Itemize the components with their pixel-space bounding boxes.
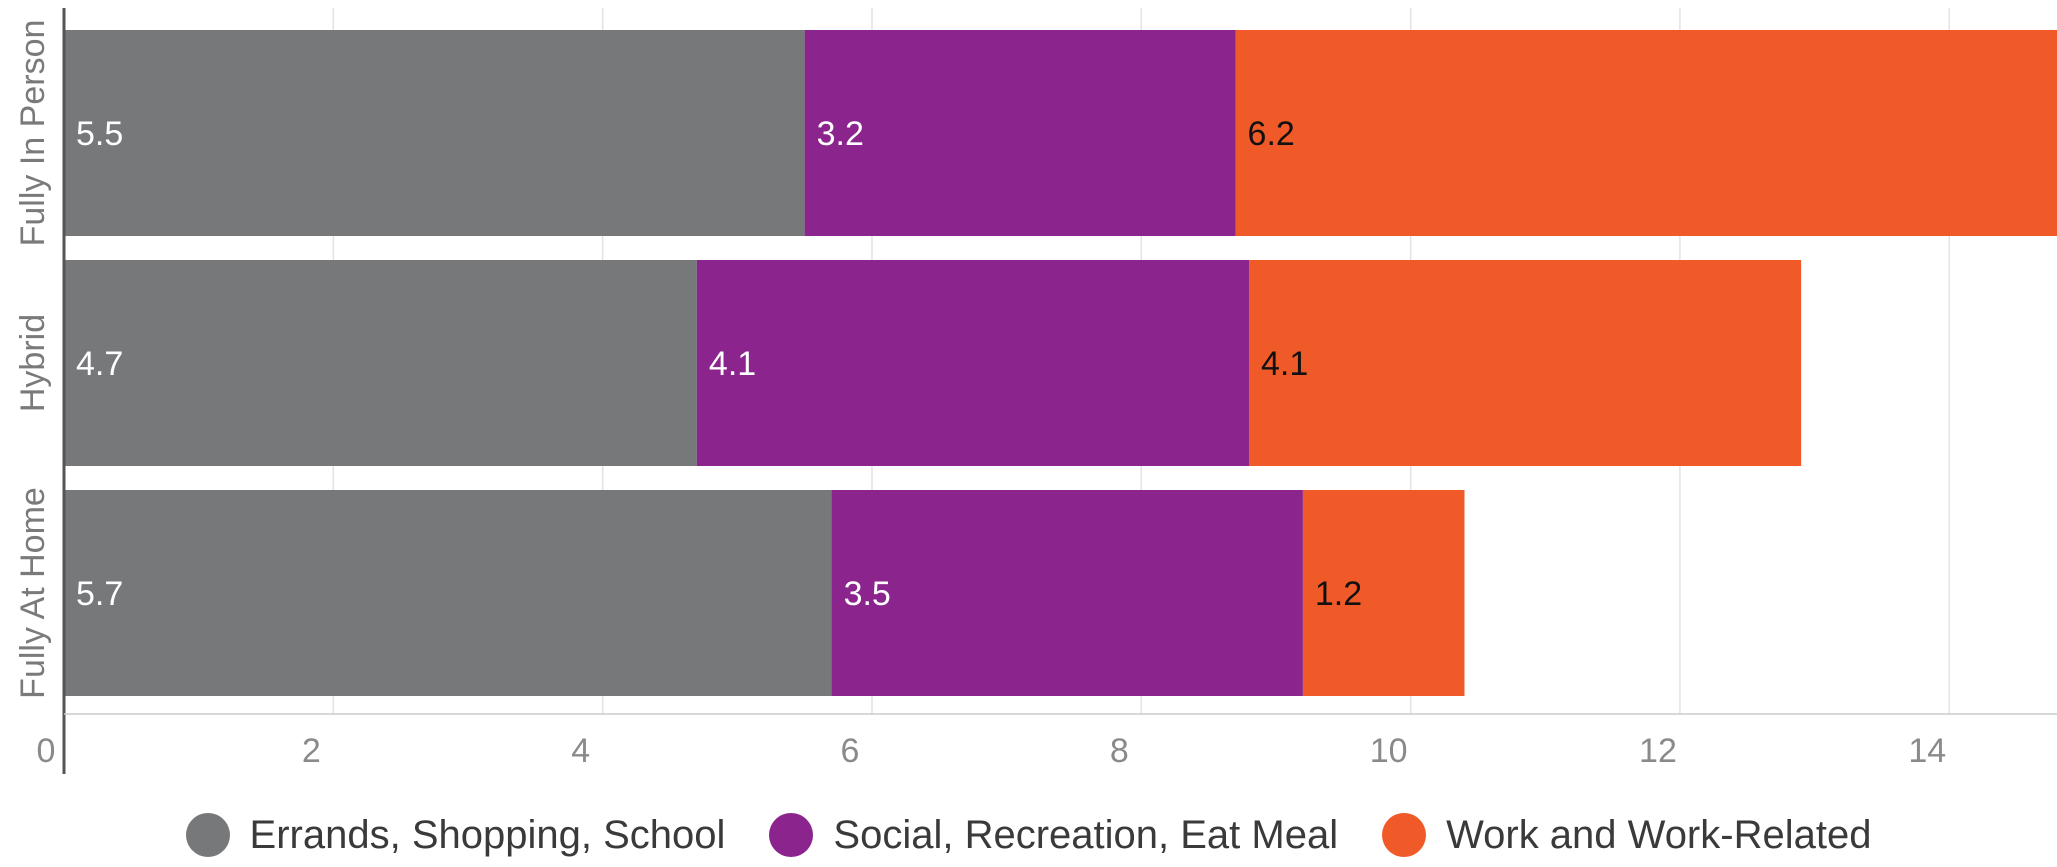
bar-fully-in-person-work-and-work-related[interactable] [1235, 30, 2057, 236]
x-tick-label-8: 8 [1110, 732, 1129, 770]
value-label-hybrid-errands-shopping-school: 4.7 [76, 345, 123, 383]
y-tick-label-fully-in-person: Fully In Person [14, 20, 52, 247]
legend-swatch-work [1382, 813, 1427, 857]
legend-item-social[interactable]: Social, Recreation, Eat Meal [769, 813, 1338, 858]
x-tick-label-2: 2 [302, 732, 321, 770]
legend-label-errands: Errands, Shopping, School [249, 812, 726, 857]
x-tick-label-6: 6 [841, 732, 860, 770]
bar-hybrid-errands-shopping-school[interactable] [64, 260, 697, 466]
legend-swatch-social [769, 813, 814, 857]
bar-hybrid-work-and-work-related[interactable] [1249, 260, 1802, 466]
value-labels: 5.5 3.2 6.2 4.7 4.1 4.1 5.7 3.5 1.2 [76, 115, 1362, 613]
bar-fully-at-home-errands-shopping-school[interactable] [64, 490, 832, 696]
x-tick-labels: 0 2 4 6 8 10 12 14 [37, 732, 1947, 770]
legend-label-work: Work and Work-Related [1446, 812, 1872, 857]
bar-fully-in-person-errands-shopping-school[interactable] [64, 30, 805, 236]
x-tick-label-10: 10 [1370, 732, 1408, 770]
value-label-fully-at-home-work-and-work-related: 1.2 [1315, 575, 1362, 613]
axes [62, 8, 2057, 774]
value-label-fully-in-person-social-recreation-eat-meal: 3.2 [817, 115, 864, 153]
x-tick-label-14: 14 [1908, 732, 1946, 770]
value-label-fully-in-person-errands-shopping-school: 5.5 [76, 115, 123, 153]
y-tick-label-fully-at-home: Fully At Home [14, 487, 52, 699]
y-tick-labels: Fully In Person Hybrid Fully At Home [14, 20, 52, 699]
legend-swatch-errands [185, 813, 230, 857]
bar-fully-at-home-social-recreation-eat-meal[interactable] [831, 490, 1303, 696]
y-tick-label-hybrid: Hybrid [14, 314, 52, 412]
value-label-fully-in-person-work-and-work-related: 6.2 [1248, 115, 1295, 153]
bars [64, 30, 2057, 696]
legend: Errands, Shopping, School Social, Recrea… [0, 805, 2057, 865]
legend-label-social: Social, Recreation, Eat Meal [833, 812, 1339, 857]
bar-fully-at-home-work-and-work-related[interactable] [1302, 490, 1465, 696]
x-tick-label-12: 12 [1639, 732, 1677, 770]
legend-item-work[interactable]: Work and Work-Related [1382, 813, 1871, 858]
x-tick-label-0: 0 [37, 732, 56, 770]
value-label-hybrid-work-and-work-related: 4.1 [1261, 345, 1308, 383]
value-label-hybrid-social-recreation-eat-meal: 4.1 [709, 345, 756, 383]
value-label-fully-at-home-social-recreation-eat-meal: 3.5 [844, 575, 891, 613]
legend-item-errands[interactable]: Errands, Shopping, School [185, 812, 726, 858]
x-tick-label-4: 4 [571, 732, 590, 770]
bar-fully-in-person-social-recreation-eat-meal[interactable] [804, 30, 1236, 236]
bar-hybrid-social-recreation-eat-meal[interactable] [696, 260, 1250, 466]
value-label-fully-at-home-errands-shopping-school: 5.7 [76, 575, 123, 613]
